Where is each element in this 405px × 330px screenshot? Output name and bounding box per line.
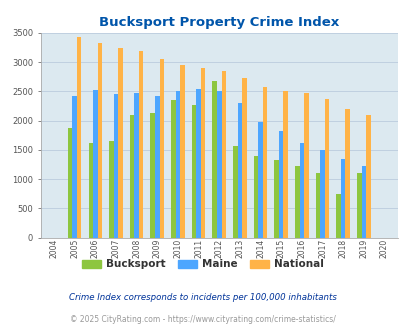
- Bar: [113, 94, 118, 238]
- Bar: [139, 50, 143, 238]
- Bar: [232, 146, 237, 238]
- Bar: [345, 109, 349, 238]
- Bar: [262, 87, 267, 238]
- Bar: [118, 48, 122, 238]
- Bar: [320, 150, 324, 238]
- Bar: [278, 131, 283, 238]
- Bar: [324, 99, 328, 238]
- Bar: [294, 166, 299, 238]
- Bar: [72, 96, 77, 238]
- Bar: [97, 43, 102, 238]
- Bar: [253, 156, 258, 238]
- Bar: [200, 68, 205, 238]
- Bar: [191, 105, 196, 238]
- Bar: [315, 173, 320, 238]
- Bar: [109, 141, 113, 238]
- Bar: [150, 114, 155, 238]
- Bar: [212, 81, 216, 238]
- Bar: [283, 91, 287, 238]
- Bar: [303, 93, 308, 238]
- Bar: [130, 115, 134, 238]
- Title: Bucksport Property Crime Index: Bucksport Property Crime Index: [99, 16, 339, 29]
- Text: © 2025 CityRating.com - https://www.cityrating.com/crime-statistics/: © 2025 CityRating.com - https://www.city…: [70, 315, 335, 324]
- Bar: [237, 103, 241, 238]
- Bar: [171, 100, 175, 238]
- Bar: [93, 90, 97, 238]
- Bar: [340, 159, 345, 238]
- Bar: [360, 166, 365, 238]
- Bar: [365, 115, 370, 238]
- Bar: [68, 128, 72, 238]
- Bar: [88, 143, 93, 238]
- Bar: [180, 65, 184, 238]
- Bar: [77, 37, 81, 238]
- Bar: [241, 78, 246, 238]
- Bar: [134, 93, 139, 238]
- Bar: [175, 91, 180, 238]
- Bar: [159, 59, 164, 238]
- Bar: [221, 71, 226, 238]
- Bar: [216, 91, 221, 238]
- Text: Crime Index corresponds to incidents per 100,000 inhabitants: Crime Index corresponds to incidents per…: [69, 293, 336, 302]
- Bar: [274, 160, 278, 238]
- Bar: [155, 96, 159, 238]
- Bar: [196, 88, 200, 238]
- Legend: Bucksport, Maine, National: Bucksport, Maine, National: [78, 255, 327, 274]
- Bar: [258, 122, 262, 238]
- Bar: [299, 143, 303, 238]
- Bar: [335, 194, 340, 238]
- Bar: [356, 173, 360, 238]
